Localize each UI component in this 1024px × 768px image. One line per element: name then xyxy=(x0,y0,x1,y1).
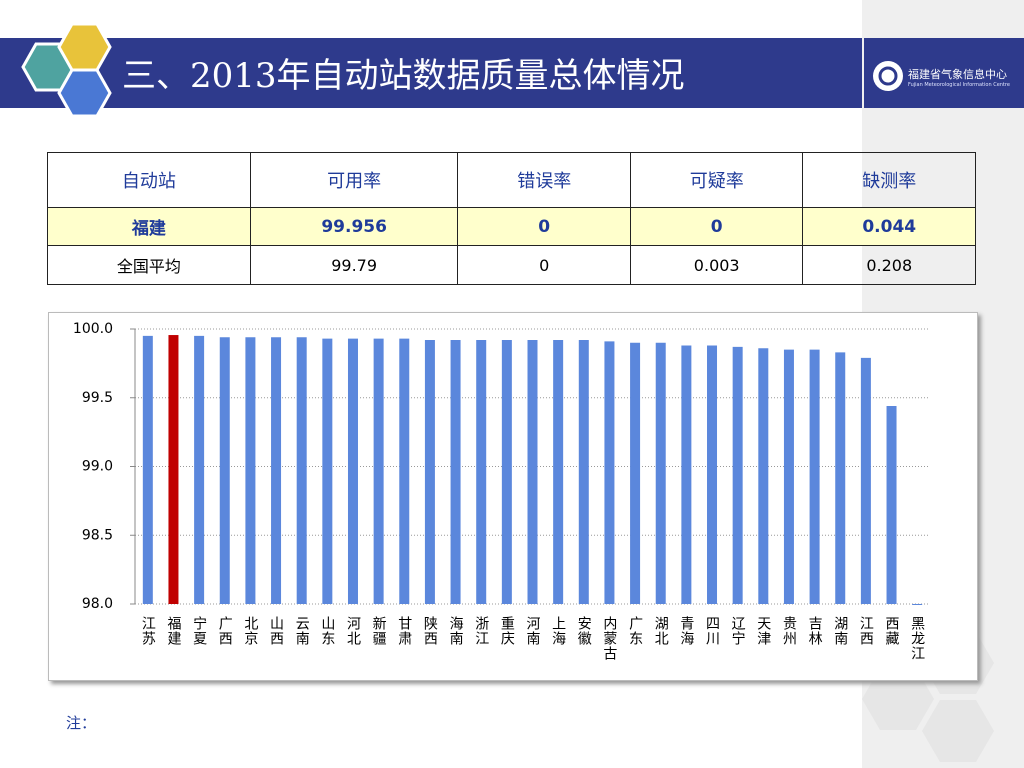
logo-icon xyxy=(873,61,903,91)
bar xyxy=(450,340,461,604)
header-cell: 自动站 xyxy=(47,152,251,208)
bar xyxy=(655,342,666,604)
x-tick-label: 福建 xyxy=(165,616,181,646)
bar xyxy=(142,335,153,604)
x-tick-label: 云南 xyxy=(294,616,310,646)
x-tick-label: 安徽 xyxy=(576,616,592,646)
bar xyxy=(219,337,230,604)
logo-subtitle: Fujian Meteorological Information Centre xyxy=(908,82,1010,88)
x-tick-label: 西藏 xyxy=(884,616,900,646)
bar xyxy=(860,357,871,604)
x-tick-label: 山东 xyxy=(319,616,335,646)
x-tick-label: 内蒙古 xyxy=(601,616,617,661)
x-tick-label: 海南 xyxy=(448,616,464,646)
x-tick-label: 北京 xyxy=(242,616,258,646)
bar xyxy=(296,337,307,604)
y-tick-label: 99.5 xyxy=(82,390,113,406)
bar xyxy=(245,337,256,604)
x-tick-label: 青海 xyxy=(678,616,694,646)
x-tick-label: 新疆 xyxy=(371,616,387,646)
x-tick-label: 江西 xyxy=(858,616,874,646)
y-tick-label: 100.0 xyxy=(73,321,113,337)
hexagon xyxy=(862,668,934,730)
logo-icon xyxy=(878,66,898,86)
table-cell: 0.044 xyxy=(802,207,976,246)
table-cell: 0 xyxy=(457,207,631,246)
table-row: 福建 99.956 0 0 0.044 xyxy=(47,207,976,246)
bar xyxy=(476,340,487,604)
bar xyxy=(424,340,435,604)
x-tick-label: 贵州 xyxy=(781,616,797,646)
bar xyxy=(578,340,589,604)
x-tick-label: 吉林 xyxy=(807,616,823,646)
x-tick-label: 黑龙江 xyxy=(909,616,925,661)
x-tick-label: 天津 xyxy=(755,616,771,646)
table-cell: 全国平均 xyxy=(47,245,251,285)
bar xyxy=(707,345,718,604)
bar xyxy=(322,338,333,604)
x-tick-label: 湖南 xyxy=(832,616,848,646)
bar xyxy=(271,337,282,604)
hexagon xyxy=(922,700,994,762)
bar xyxy=(168,335,179,604)
table-cell: 0 xyxy=(629,207,804,246)
y-tick-label: 99.0 xyxy=(82,459,113,475)
x-tick-label: 重庆 xyxy=(499,616,515,646)
bar xyxy=(630,342,641,604)
x-tick-label: 四川 xyxy=(704,616,720,646)
bar xyxy=(758,348,769,604)
bar xyxy=(604,341,615,604)
x-tick-label: 江苏 xyxy=(140,616,156,646)
x-tick-label: 宁夏 xyxy=(191,615,207,646)
table-cell: 0 xyxy=(457,245,631,285)
x-tick-label: 辽宁 xyxy=(730,616,746,646)
x-tick-label: 陕西 xyxy=(422,616,438,646)
x-tick-label: 广西 xyxy=(217,616,233,646)
header-cell: 可疑率 xyxy=(629,152,804,208)
header-cell: 缺测率 xyxy=(802,152,976,208)
bar xyxy=(809,349,820,604)
y-tick-label: 98.5 xyxy=(82,527,113,543)
table-row: 全国平均 99.79 0 0.003 0.208 xyxy=(47,245,976,285)
x-tick-label: 河南 xyxy=(525,616,541,646)
bar xyxy=(501,340,512,604)
bar xyxy=(347,338,358,604)
table-cell: 福建 xyxy=(47,207,251,246)
title-band xyxy=(0,38,862,108)
summary-table: 自动站 可用率 错误率 可疑率 缺测率 福建 99.956 0 0 0.044 全国平均 99.79 0… xyxy=(47,152,976,285)
bar xyxy=(732,346,743,604)
x-tick-label: 上海 xyxy=(550,616,566,646)
header-cell: 可用率 xyxy=(249,152,459,208)
x-tick-label: 湖北 xyxy=(653,616,669,646)
logo-name: 福建省气象信息中心 xyxy=(908,68,1007,81)
y-tick-label: 98.0 xyxy=(82,596,113,612)
x-tick-label: 甘肃 xyxy=(396,616,412,646)
table-cell: 99.79 xyxy=(249,245,459,285)
table-cell: 0.208 xyxy=(802,245,976,285)
x-tick-label: 广东 xyxy=(627,616,643,646)
bar xyxy=(194,335,205,604)
bar xyxy=(835,352,846,604)
slide-title: 三、2013年自动站数据质量总体情况 xyxy=(122,56,685,96)
x-tick-label: 山西 xyxy=(268,616,284,646)
bar xyxy=(912,604,923,605)
bar xyxy=(681,345,692,604)
header-cell: 错误率 xyxy=(457,152,631,208)
x-tick-label: 河北 xyxy=(345,616,361,646)
bar xyxy=(553,340,564,604)
bar xyxy=(886,406,897,604)
note: 注： xyxy=(66,714,97,732)
hexagon xyxy=(57,68,112,118)
bar xyxy=(399,338,410,604)
table-cell: 99.956 xyxy=(249,207,459,246)
x-tick-label: 浙江 xyxy=(473,616,489,646)
bar xyxy=(783,349,794,604)
bar xyxy=(373,338,384,604)
bar xyxy=(527,340,538,604)
